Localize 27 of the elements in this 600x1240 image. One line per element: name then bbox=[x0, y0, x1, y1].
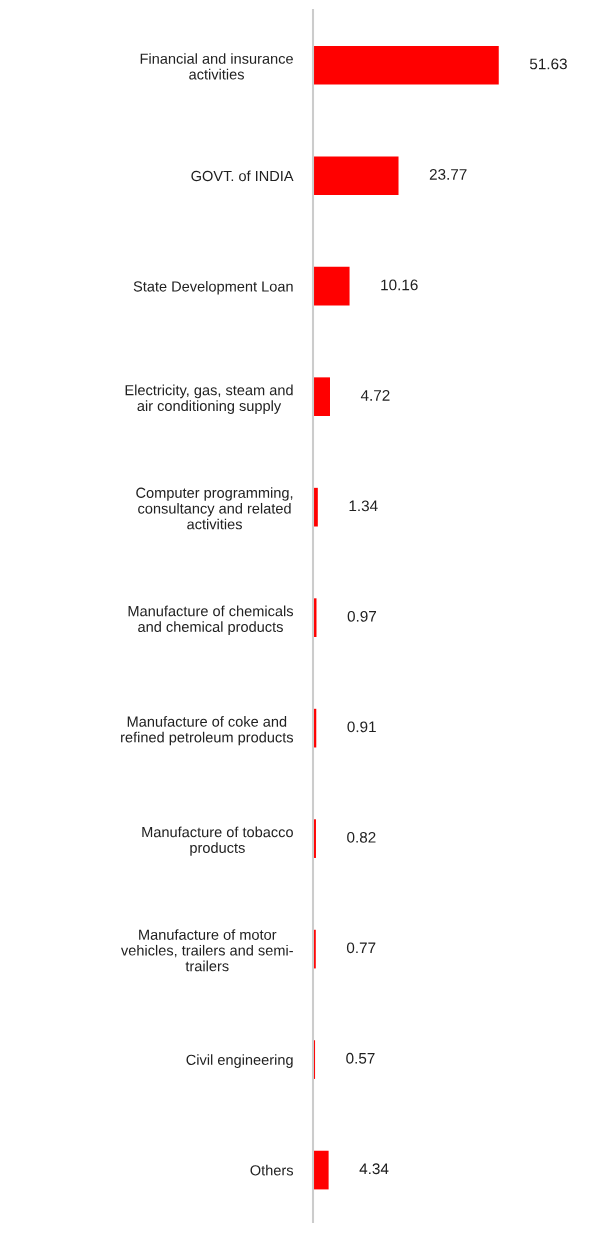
y-tick-label: Civil engineering bbox=[186, 1054, 293, 1068]
y-tick-label: Others bbox=[250, 1164, 294, 1176]
y-tick-label: GOVT. of INDIA bbox=[191, 170, 294, 182]
y-tick-label: Manufacture of tobacco products bbox=[142, 826, 293, 856]
data-label: 0.82 bbox=[347, 831, 376, 843]
y-tick-label: Financial and insurance activities bbox=[140, 53, 293, 80]
bar bbox=[313, 266, 350, 306]
bar bbox=[313, 156, 399, 196]
y-tick-label: State Development Loan bbox=[133, 280, 293, 295]
data-label: 1.34 bbox=[349, 500, 378, 512]
y-tick-label: Manufacture of chemicals and chemical products bbox=[128, 605, 294, 635]
y-tick-label: Manufacture of coke and refined petroleum products bbox=[121, 716, 294, 746]
y-tick-label: Computer programming, consultancy and related activities bbox=[136, 487, 293, 530]
y-tick-label: Electricity, gas, steam and air conditioning supply bbox=[125, 384, 293, 414]
data-label: 0.57 bbox=[346, 1052, 375, 1064]
data-label: 4.72 bbox=[360, 389, 390, 401]
data-label: 4.34 bbox=[359, 1163, 389, 1175]
data-label: 0.91 bbox=[347, 721, 376, 733]
data-label: 10.16 bbox=[381, 279, 418, 291]
data-label: 0.97 bbox=[347, 610, 377, 622]
y-tick-label: Manufacture of motor vehicles, trailers and semi- trailers bbox=[120, 929, 293, 972]
data-label: 51.63 bbox=[529, 58, 567, 70]
bar bbox=[313, 45, 499, 85]
bar bbox=[313, 377, 330, 417]
data-label: 0.77 bbox=[346, 942, 376, 954]
bar bbox=[313, 1150, 329, 1190]
data-label: 23.77 bbox=[429, 169, 467, 180]
